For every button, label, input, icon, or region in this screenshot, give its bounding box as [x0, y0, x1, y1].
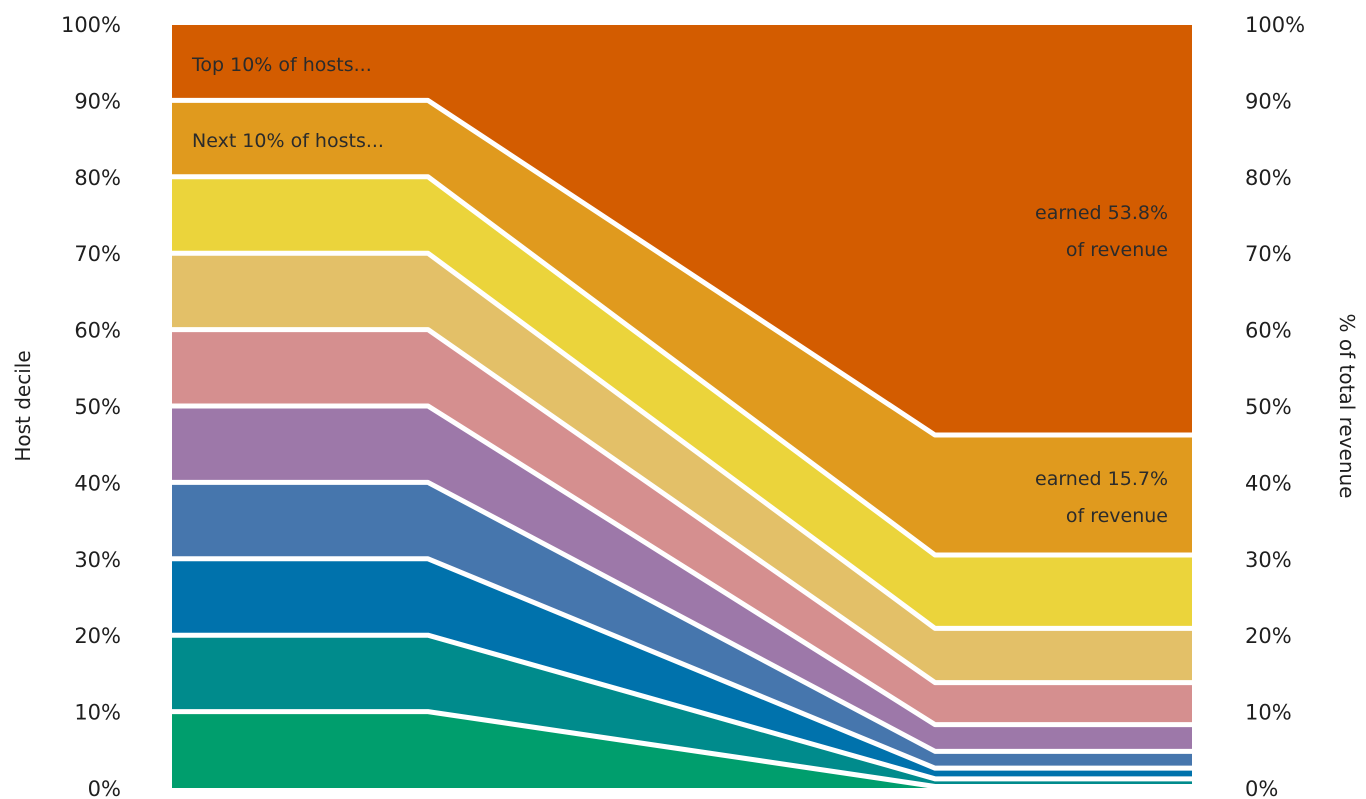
boundary-line-2	[172, 632, 1192, 782]
annotation-top-share-line2: of revenue	[1066, 239, 1168, 261]
left-tick-label: 60%	[74, 319, 121, 343]
left-axis-ticks: 0% 10% 20% 30% 40% 50% 60% 70% 80% 90% 100%	[61, 13, 121, 799]
band-7	[172, 253, 1192, 683]
right-tick-label: 20%	[1245, 624, 1292, 648]
annotation-top-hosts: Top 10% of hosts...	[191, 54, 372, 76]
band-10	[172, 24, 1192, 436]
left-tick-label: 0%	[88, 777, 121, 799]
band-8	[172, 176, 1192, 629]
right-tick-label: 80%	[1245, 166, 1292, 190]
right-tick-label: 50%	[1245, 395, 1292, 419]
boundary-line-5	[172, 403, 1192, 728]
right-tick-label: 30%	[1245, 548, 1292, 572]
band-3	[172, 558, 1192, 779]
left-tick-label: 10%	[74, 701, 121, 725]
right-tick-label: 40%	[1245, 471, 1292, 495]
right-tick-label: 100%	[1245, 13, 1305, 37]
left-tick-label: 100%	[61, 13, 121, 37]
boundary-line-6	[172, 327, 1192, 686]
left-tick-label: 50%	[74, 395, 121, 419]
left-axis-label: Host decile	[11, 350, 35, 461]
boundary-line-7	[172, 250, 1192, 631]
bands-layer	[172, 24, 1192, 788]
boundary-lines-layer	[172, 23, 1192, 789]
left-tick-label: 40%	[74, 471, 121, 495]
right-axis-label: % of total revenue	[1335, 314, 1359, 499]
band-5	[172, 406, 1192, 752]
annotation-next-share-line2: of revenue	[1066, 505, 1168, 527]
left-tick-label: 20%	[74, 624, 121, 648]
annotation-next-share-line1: earned 15.7%	[1035, 468, 1168, 490]
boundary-line-1	[172, 709, 1192, 789]
annotation-top-share-line1: earned 53.8%	[1035, 202, 1168, 224]
boundary-line-8	[172, 174, 1192, 558]
right-tick-label: 60%	[1245, 319, 1292, 343]
band-2	[172, 635, 1192, 787]
boundary-line-4	[172, 479, 1192, 754]
band-4	[172, 482, 1192, 769]
left-tick-label: 30%	[74, 548, 121, 572]
right-tick-label: 0%	[1245, 777, 1278, 799]
left-tick-label: 80%	[74, 166, 121, 190]
right-tick-label: 90%	[1245, 89, 1292, 113]
left-tick-label: 70%	[74, 242, 121, 266]
right-axis-ticks: 0% 10% 20% 30% 40% 50% 60% 70% 80% 90% 100%	[1245, 13, 1305, 799]
left-tick-label: 90%	[74, 89, 121, 113]
boundary-line-9	[172, 97, 1192, 438]
band-6	[172, 329, 1192, 725]
right-tick-label: 70%	[1245, 242, 1292, 266]
annotation-next-hosts: Next 10% of hosts...	[192, 130, 384, 152]
right-tick-label: 10%	[1245, 701, 1292, 725]
boundary-line-3	[172, 556, 1192, 771]
band-9	[172, 100, 1192, 555]
